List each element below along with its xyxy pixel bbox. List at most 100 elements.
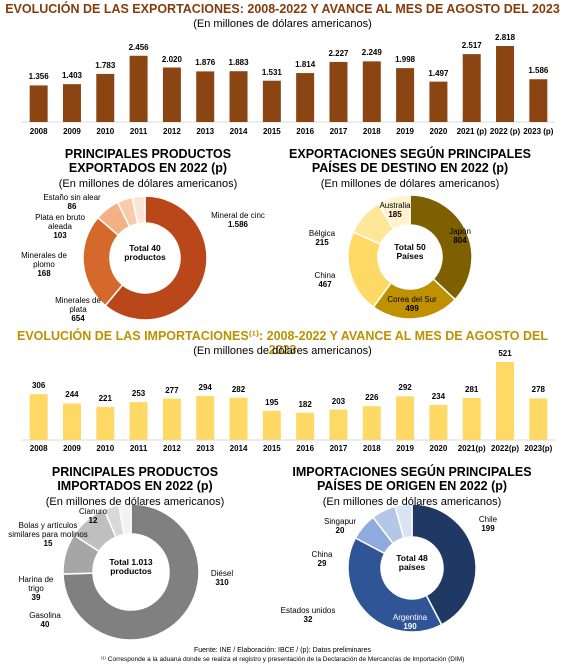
- donut-slice: [117, 503, 132, 536]
- slice-value: 40: [40, 620, 50, 629]
- bar: [496, 46, 515, 122]
- value-label: 1.586: [528, 66, 549, 76]
- bar: [429, 81, 448, 122]
- slice-value: 499: [405, 304, 419, 313]
- value-label: 1.814: [295, 60, 316, 70]
- bar: [262, 410, 281, 440]
- bar: [396, 396, 415, 440]
- chart-subtitle: (En millones de dólares americanos): [320, 178, 500, 190]
- slice-label: Argentina: [392, 613, 428, 622]
- slice-value: 15: [43, 539, 53, 548]
- bar: [229, 71, 248, 122]
- value-label: 203: [331, 396, 346, 406]
- value-label: 234: [431, 391, 446, 401]
- slice-value: 12: [88, 516, 98, 525]
- bar: [429, 404, 448, 440]
- x-tick-label: 2009: [63, 444, 81, 453]
- x-tick-label: 2019: [396, 444, 414, 453]
- value-label: 1.356: [28, 72, 49, 82]
- x-tick-label: 2010: [96, 444, 115, 453]
- center-label: Total 40 productos: [124, 243, 166, 263]
- bar: [162, 398, 181, 440]
- bar: [29, 85, 48, 122]
- bar: [496, 362, 515, 440]
- value-label: 278: [531, 385, 546, 395]
- slice-label: Bélgica: [308, 229, 336, 238]
- value-label: 306: [31, 381, 46, 391]
- center-label: Total 1.013 productos: [109, 557, 153, 577]
- chart-subtitle: (En millones de dólares americanos): [193, 345, 372, 357]
- slice-value: 190: [403, 622, 417, 631]
- footer-note: ⁽¹⁾ Corresponde a la aduana donde se rea…: [100, 656, 465, 663]
- slice-label: Estaño sin alear: [43, 193, 101, 202]
- slice-value: 310: [215, 578, 229, 587]
- value-label: 294: [198, 382, 212, 392]
- bar: [229, 397, 248, 440]
- slice-value: 199: [481, 524, 495, 533]
- x-tick-label: 2014: [229, 444, 248, 453]
- slice-value: 804: [453, 236, 467, 245]
- x-tick-label: 2014: [229, 127, 248, 136]
- center-label: Total 48 países: [396, 553, 428, 573]
- value-label: 2.818: [495, 33, 516, 42]
- slice-value: 185: [388, 210, 402, 219]
- bar: [529, 398, 548, 440]
- slice-value: 168: [37, 269, 51, 278]
- value-label: 2.456: [128, 42, 149, 52]
- slice-label: Bolas y artículos similares para molinos: [8, 521, 88, 539]
- value-label: 221: [98, 393, 112, 403]
- value-label: 2.227: [328, 48, 349, 58]
- slice-label: Corea del Sur: [387, 295, 437, 304]
- value-label: 2.517: [461, 41, 482, 51]
- x-tick-label: 2016: [296, 444, 315, 453]
- value-label: 277: [165, 385, 179, 395]
- slice-value: 39: [31, 593, 41, 602]
- bar: [96, 73, 115, 122]
- x-tick-label: 2013: [196, 444, 215, 453]
- footer-source: Fuente: INE / Elaboración: IBCE / (p): D…: [193, 647, 372, 654]
- x-tick-label: 2017: [329, 444, 348, 453]
- x-tick-label: 2021(p): [457, 444, 486, 453]
- donut-slice: [411, 503, 477, 626]
- chart-subtitle: (En millones de dólares americanos): [58, 178, 238, 190]
- slice-label: Singapur: [323, 517, 357, 526]
- x-tick-label: 2012: [163, 444, 181, 453]
- slice-label: Mineral de cinc: [211, 211, 265, 220]
- bar: [162, 67, 181, 122]
- x-tick-label: 2015: [262, 127, 281, 136]
- bar: [362, 406, 381, 440]
- x-tick-label: 2021 (p): [456, 127, 487, 136]
- value-label: 2.249: [361, 48, 382, 58]
- slice-label: Harina de trigo: [18, 575, 54, 593]
- bar: [329, 409, 348, 440]
- bar: [462, 54, 481, 122]
- chart-title: EVOLUCIÓN DE LAS EXPORTACIONES: 2008-202…: [5, 2, 560, 16]
- chart-title: PRINCIPALES PRODUCTOS EXPORTADOS EN 2022…: [64, 147, 232, 175]
- bar: [196, 395, 215, 440]
- chart-title: IMPORTACIONES SEGÚN PRINCIPALES PAÍSES D…: [292, 465, 532, 493]
- value-label: 253: [131, 389, 146, 399]
- value-label: 226: [365, 393, 379, 403]
- slice-label: Minerales de plomo: [21, 251, 67, 269]
- slice-label: Plata en bruto aleada: [35, 213, 85, 231]
- value-label: 1.783: [95, 60, 116, 70]
- bar: [529, 79, 548, 122]
- slice-value: 215: [315, 238, 329, 247]
- x-tick-label: 2018: [362, 444, 381, 453]
- donut-slice: [131, 195, 146, 225]
- bar: [62, 403, 81, 440]
- slice-value: 20: [335, 526, 345, 535]
- slice-value: 103: [53, 231, 67, 240]
- x-tick-label: 2017: [329, 127, 348, 136]
- value-label: 1.497: [428, 68, 449, 78]
- value-label: 282: [231, 384, 246, 394]
- chart-title: PRINCIPALES PRODUCTOS IMPORTADOS EN 2022…: [51, 465, 219, 493]
- value-label: 1.883: [228, 58, 249, 68]
- value-label: 182: [298, 399, 312, 409]
- center-label: Total 50 Países: [394, 242, 426, 262]
- slice-label: China: [314, 271, 336, 280]
- slice-value: 654: [71, 314, 85, 323]
- slice-value: 467: [318, 280, 332, 289]
- chart-title: EVOLUCIÓN DE LAS IMPORTACIONES⁽¹⁾: 2008-…: [16, 329, 548, 357]
